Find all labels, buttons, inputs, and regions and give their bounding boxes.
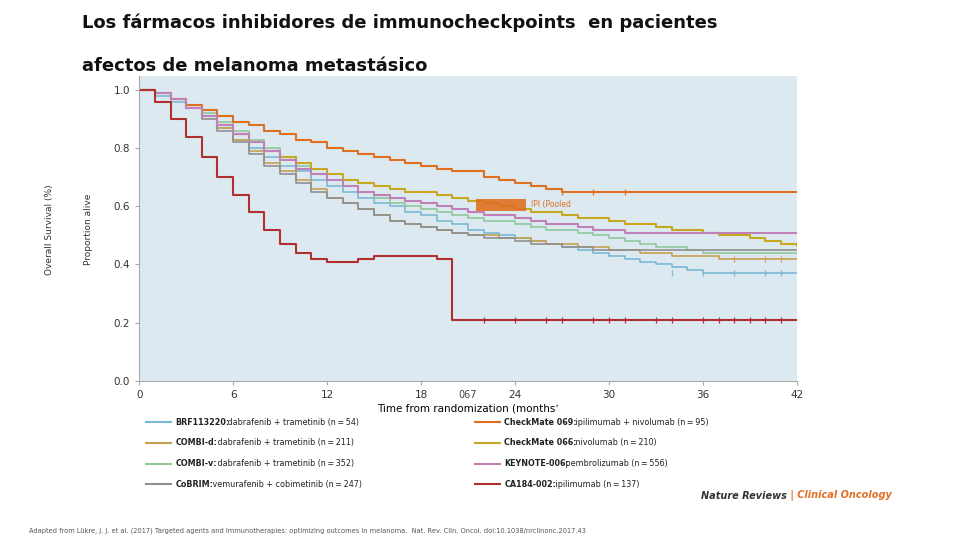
Text: vemurafenib + cobimetinib (n = 247): vemurafenib + cobimetinib (n = 247)	[210, 480, 362, 489]
Text: ipilimumab (n = 137): ipilimumab (n = 137)	[554, 480, 640, 489]
Text: | Clinical Oncology: | Clinical Oncology	[787, 490, 892, 501]
Text: IPI (Pooled: IPI (Pooled	[531, 200, 570, 210]
Text: Nature Reviews: Nature Reviews	[702, 491, 787, 501]
Text: CA184-002:: CA184-002:	[504, 480, 556, 489]
Text: Los fármacos inhibidores de immunocheckpoints  en pacientes: Los fármacos inhibidores de immunocheckp…	[82, 14, 717, 32]
Text: pembrolizumab (n = 556): pembrolizumab (n = 556)	[564, 459, 668, 468]
Bar	[476, 199, 526, 211]
Text: dabrafenib + trametinib (n = 54): dabrafenib + trametinib (n = 54)	[225, 417, 359, 427]
Text: ipilimumab + nivolumab (n = 95): ipilimumab + nivolumab (n = 95)	[573, 417, 708, 427]
Text: dabrafenib + trametinib (n = 211): dabrafenib + trametinib (n = 211)	[215, 438, 354, 447]
Text: COMBI-v:: COMBI-v:	[176, 459, 217, 468]
Text: BRF113220:: BRF113220:	[176, 417, 229, 427]
Text: Overall Survival (%): Overall Survival (%)	[45, 184, 55, 275]
Text: CheckMate 066:: CheckMate 066:	[504, 438, 577, 447]
Text: afectos de melanoma metastásico: afectos de melanoma metastásico	[82, 57, 427, 75]
Text: 067: 067	[458, 390, 477, 400]
Text: KEYNOTE-006:: KEYNOTE-006:	[504, 459, 569, 468]
X-axis label: Time from randomization (monthsʼ: Time from randomization (monthsʼ	[377, 404, 559, 414]
Text: COMBI-d:: COMBI-d:	[176, 438, 217, 447]
Text: Proportion alive: Proportion alive	[84, 194, 93, 265]
Text: dabrafenib + trametinib (n = 352): dabrafenib + trametinib (n = 352)	[215, 459, 354, 468]
Text: CoBRIM:: CoBRIM:	[176, 480, 213, 489]
Text: CheckMate 069:: CheckMate 069:	[504, 417, 577, 427]
Text: nivolumab (n = 210): nivolumab (n = 210)	[573, 438, 657, 447]
Text: Adapted from Lükre, J. J. et al. (2017) Targeted agents and Immunotherapies: opt: Adapted from Lükre, J. J. et al. (2017) …	[29, 527, 586, 534]
